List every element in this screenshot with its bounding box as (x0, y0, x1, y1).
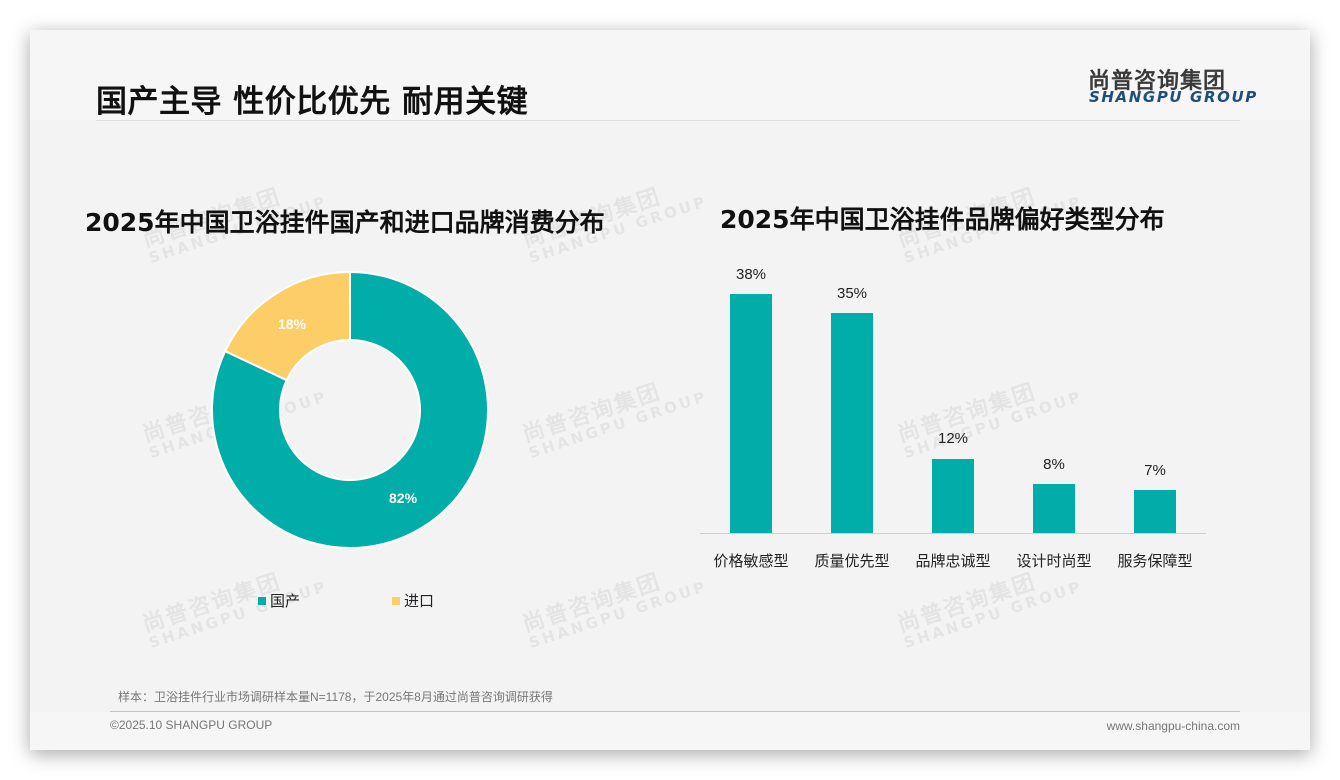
legend-label: 国产 (270, 593, 301, 610)
copyright-text: ©2025.10 SHANGPU GROUP (110, 718, 273, 732)
title-divider (96, 120, 1240, 121)
header-band (30, 30, 1310, 120)
x-axis-tick-label: 设计时尚型 (1016, 553, 1092, 570)
donut-label-import: 18% (278, 316, 307, 332)
x-axis-tick-label: 服务保障型 (1117, 553, 1193, 570)
bar-value-label: 12% (937, 430, 969, 447)
legend-label: 进口 (404, 593, 435, 610)
legend-item-import: 进口 (392, 590, 434, 611)
bar-service-guarantee (1134, 490, 1176, 534)
donut-chart (211, 270, 489, 549)
footer-divider (110, 711, 1240, 712)
x-axis-tick-label: 价格敏感型 (713, 553, 789, 570)
x-axis-line (700, 533, 1206, 534)
legend-swatch-teal (258, 596, 266, 605)
bar-value-label: 35% (836, 285, 868, 302)
x-axis-tick-label: 质量优先型 (814, 553, 890, 570)
donut-chart-title: 2025年中国卫浴挂件国产和进口品牌消费分布 (85, 208, 605, 237)
sample-note: 样本：卫浴挂件行业市场调研样本量N=1178，于2025年8月通过尚普咨询调研获… (118, 690, 553, 704)
bar-chart-title: 2025年中国卫浴挂件品牌偏好类型分布 (720, 205, 1165, 234)
slide: 国产主导 性价比优先 耐用关键 尚普咨询集团 SHANGPU GROUP 尚普咨… (30, 30, 1310, 750)
legend-item-domestic: 国产 (258, 590, 300, 611)
x-axis-tick-label: 品牌忠诚型 (915, 553, 991, 570)
donut-label-domestic: 82% (389, 490, 418, 506)
bar-price-sensitive (730, 294, 772, 534)
bar-value-label: 8% (1043, 456, 1065, 473)
page-title: 国产主导 性价比优先 耐用关键 (96, 84, 529, 120)
bar-value-label: 7% (1144, 462, 1166, 479)
legend-swatch-yellow (392, 596, 400, 605)
logo-text-en: SHANGPU GROUP (1089, 88, 1258, 106)
bar-value-label: 38% (735, 266, 767, 283)
bar-quality-first (831, 313, 873, 534)
logo-text-cn: 尚普咨询集团 (1088, 69, 1227, 94)
donut-slice-domestic (211, 270, 489, 549)
footer-band (30, 712, 1310, 750)
bar-brand-loyal (932, 459, 974, 534)
bar-design-fashion (1033, 484, 1075, 534)
website-link[interactable]: www.shangpu-china.com (1106, 719, 1240, 733)
